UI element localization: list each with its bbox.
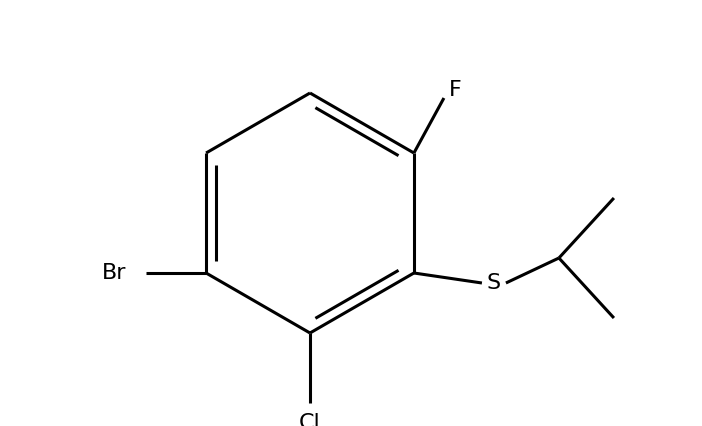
Text: S: S: [487, 273, 501, 293]
Text: Br: Br: [102, 263, 126, 283]
Text: F: F: [449, 80, 462, 100]
Text: Cl: Cl: [299, 413, 321, 426]
